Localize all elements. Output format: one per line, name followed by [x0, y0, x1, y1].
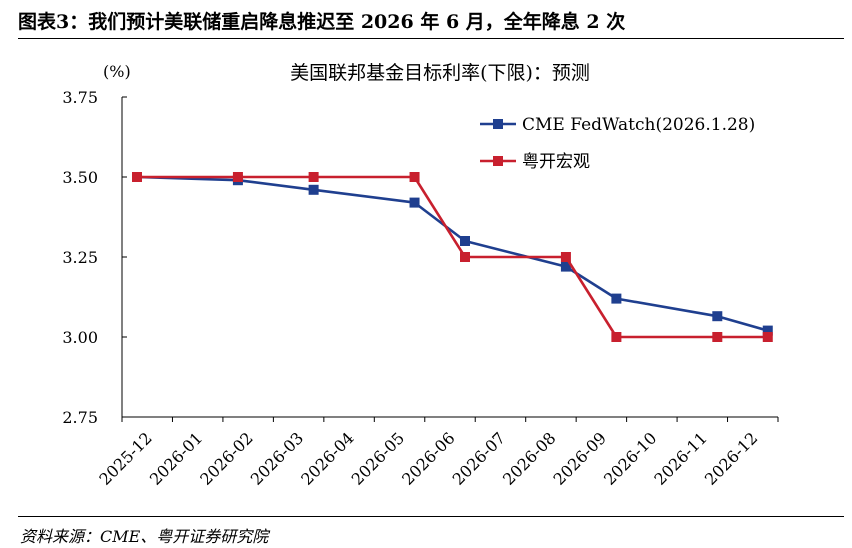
y-tick-label: 3.25: [62, 248, 98, 267]
data-point: [460, 252, 470, 262]
data-point: [611, 332, 622, 342]
y-tick-label: 3.50: [62, 168, 98, 187]
y-tick-label: 2.75: [62, 408, 98, 427]
data-point: [308, 184, 319, 195]
data-point: [132, 172, 142, 182]
x-tick-label: 2026-08: [499, 428, 559, 488]
legend-item: CME FedWatch(2026.1.28): [480, 115, 755, 135]
x-tick-label: 2026-02: [196, 428, 256, 488]
top-rule: [18, 38, 844, 39]
y-tick-label: 3.00: [62, 328, 98, 347]
data-point: [611, 293, 622, 304]
y-tick-label: 3.75: [62, 88, 98, 107]
data-point: [762, 332, 773, 342]
legend-marker: [493, 156, 503, 166]
series-layer: [132, 172, 773, 342]
data-point: [712, 332, 723, 342]
data-point: [460, 236, 470, 246]
x-tick-label: 2026-01: [146, 428, 206, 488]
data-point: [409, 172, 420, 182]
data-point: [762, 325, 773, 336]
axes: 2.753.003.253.503.752025-122026-012026-0…: [62, 88, 779, 489]
legend-label: 粤开宏观: [522, 152, 590, 172]
chart-title: 美国联邦基金目标利率(下限)：预测: [290, 62, 590, 84]
legend-label: CME FedWatch(2026.1.28): [522, 115, 755, 135]
y-axis-label: (%): [103, 62, 131, 81]
x-tick-label: 2026-10: [600, 428, 660, 488]
legend-marker: [493, 119, 503, 129]
series-2: [132, 172, 773, 342]
x-tick-label: 2026-07: [449, 428, 509, 488]
x-tick-label: 2026-06: [398, 428, 458, 488]
x-tick-label: 2026-03: [247, 428, 307, 488]
x-tick-label: 2026-05: [348, 428, 408, 488]
legend: CME FedWatch(2026.1.28) 粤开宏观: [480, 115, 755, 172]
series-line: [137, 175, 768, 339]
x-tick-label: 2026-12: [701, 428, 761, 488]
series-line: [136, 175, 769, 332]
x-tick-label: 2026-04: [297, 428, 357, 488]
source-note: 资料来源：CME、粤开证券研究院: [20, 527, 269, 546]
data-point: [560, 261, 571, 272]
data-point: [232, 172, 243, 182]
x-tick-label: 2026-11: [650, 428, 710, 488]
data-point: [308, 172, 319, 182]
x-tick-label: 2025-12: [95, 428, 155, 488]
bottom-rule: [18, 516, 844, 517]
series-1: [132, 172, 773, 336]
data-point: [409, 197, 420, 208]
figure-title: 图表3：我们预计美联储重启降息推迟至 2026 年 6 月，全年降息 2 次: [18, 11, 626, 33]
legend-item: 粤开宏观: [480, 152, 590, 172]
x-tick-label: 2026-09: [550, 428, 610, 488]
data-point: [712, 311, 723, 322]
data-point: [560, 252, 571, 262]
